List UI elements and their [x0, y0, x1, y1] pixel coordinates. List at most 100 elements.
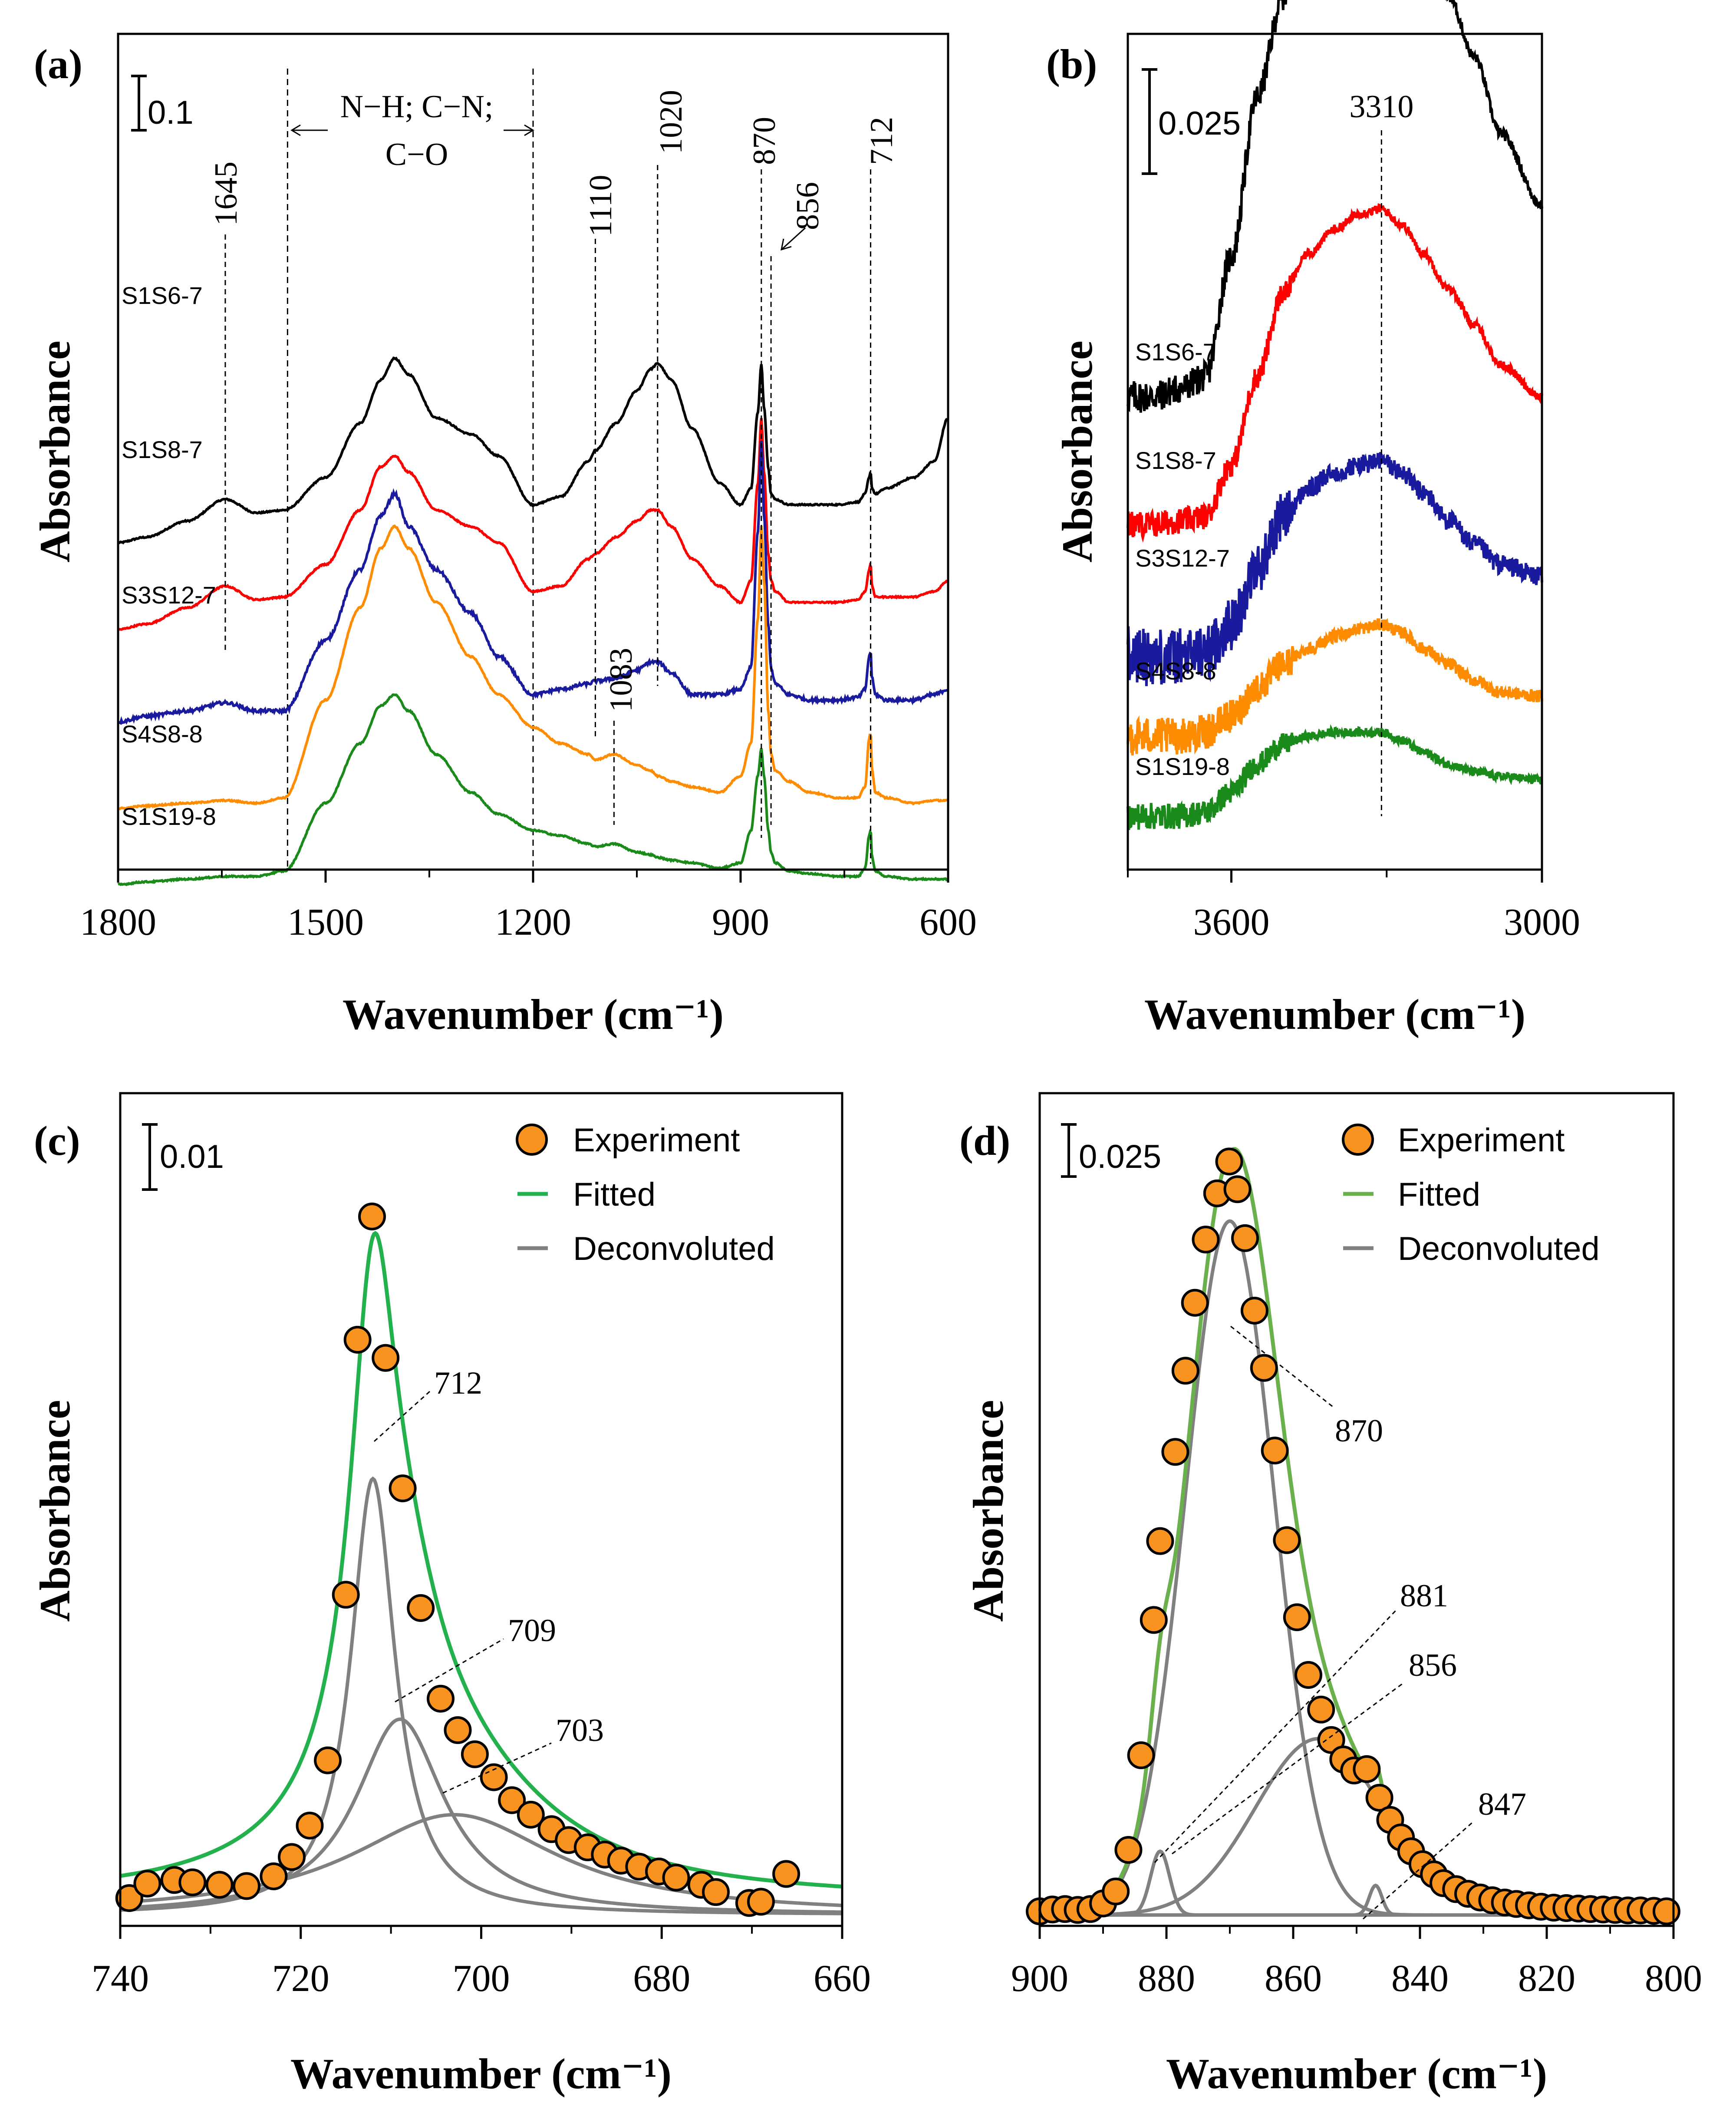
panel-c-y-axis-title: Absorbance: [31, 1400, 79, 1622]
x-tick-label-840: 840: [1391, 1958, 1449, 2000]
x-tick-label-820: 820: [1518, 1958, 1575, 2000]
peak-label-712: 712: [864, 117, 899, 165]
experiment-point: [1240, 1296, 1268, 1325]
legend-experiment-label: Experiment: [1398, 1122, 1565, 1159]
experiment-point: [498, 1786, 526, 1814]
ann-label-709: 709: [508, 1613, 556, 1648]
experiment-point: [1652, 1897, 1680, 1925]
series-line-S3S12-7: [117, 440, 948, 725]
legend-deconvoluted-label: Deconvoluted: [573, 1230, 775, 1267]
peak-label-3310: 3310: [1349, 89, 1413, 125]
panel-a-series-labels: S1S6-7 S1S8-7 S3S12-7 S4S8-8 S1S19-8: [122, 282, 216, 830]
panel-b-x-axis-title: Wavenumber (cm⁻¹): [1144, 990, 1525, 1038]
experiment-point: [314, 1746, 342, 1774]
experiment-point: [1102, 1877, 1130, 1905]
panel-b-scale-bar: 0.025: [1142, 68, 1241, 175]
experiment-point: [427, 1684, 455, 1713]
series-line-S1S8-7: [1127, 203, 1543, 543]
x-tick-label-720: 720: [272, 1958, 329, 2000]
experiment-point: [1192, 1226, 1220, 1254]
experiment-point: [1140, 1606, 1168, 1634]
ann-label-881: 881: [1400, 1578, 1448, 1614]
panel-b-scale-value: 0.025: [1158, 105, 1241, 142]
ann-label-703: 703: [556, 1713, 604, 1748]
panel-b-y-axis-title: Absorbance: [1053, 340, 1101, 562]
experiment-point: [461, 1740, 489, 1768]
experiment-point: [1273, 1526, 1301, 1554]
panel-a: (a) 0.1 N−H; C−N; C−O 1645 1110 1020 870856…: [31, 33, 977, 1038]
panel-a-scale-bar: 0.1: [131, 75, 194, 132]
experiment-point: [296, 1812, 324, 1839]
panel-c-legend: Experiment Fitted Deconvoluted: [516, 1122, 775, 1267]
panel-d-scale-value: 0.025: [1079, 1138, 1161, 1175]
panel-c: (c) 0.01 Experiment Fitted Deconvoluted …: [31, 1092, 871, 2098]
series-label-S1S19-8: S1S19-8: [122, 803, 216, 830]
series-line-S3S12-7: [1127, 452, 1543, 686]
experiment-point: [1353, 1755, 1381, 1783]
panel-d-label: (d): [959, 1117, 1010, 1164]
ann-label-847: 847: [1478, 1787, 1526, 1822]
panel-c-plot-area: [115, 1203, 843, 1917]
peak-label-1020: 1020: [653, 90, 689, 154]
experiment-point: [407, 1594, 435, 1622]
x-tick-label-1500: 1500: [287, 901, 364, 943]
experiment-point: [233, 1872, 260, 1900]
ann-line-881: [1154, 1610, 1397, 1863]
ann-label-712: 712: [434, 1365, 482, 1401]
x-tick-label-700: 700: [453, 1958, 510, 2000]
experiment-point: [1181, 1289, 1209, 1317]
x-tick-label-600: 600: [919, 901, 977, 943]
panel-b-label: (b): [1046, 41, 1097, 87]
x-tick-label-800: 800: [1645, 1958, 1702, 2000]
panel-b-series-labels: S1S6-7 S1S8-7 S3S12-7 S4S8-8 S1S19-8: [1135, 338, 1230, 780]
series-label-S1S6-7: S1S6-7: [1135, 338, 1216, 366]
experiment-point: [480, 1763, 508, 1791]
panel-d-plot-area: [1026, 1147, 1680, 1925]
region-label-line1: N−H; C−N;: [340, 89, 494, 125]
experiment-point: [1161, 1438, 1189, 1466]
experiment-point: [1231, 1224, 1259, 1252]
panel-d-x-axis-title: Wavenumber (cm⁻¹): [1166, 2050, 1547, 2098]
series-line-S1S6-7: [1127, 0, 1543, 413]
panel-d: (d) 0.025 Experiment Fitted Deconvoluted…: [959, 1092, 1702, 2098]
ann-line-847: [1363, 1820, 1474, 1920]
series-line-S4S8-8: [1127, 618, 1543, 756]
panel-c-scale-bar: 0.01: [142, 1123, 224, 1191]
panel-d-y-axis-title: Absorbance: [964, 1400, 1012, 1622]
legend-deconvoluted-label: Deconvoluted: [1398, 1230, 1600, 1267]
experiment-point: [1171, 1357, 1199, 1385]
legend-experiment-marker: [516, 1124, 548, 1156]
x-tick-label-900: 900: [1011, 1958, 1068, 2000]
legend-fitted-label: Fitted: [573, 1176, 656, 1213]
experiment-point: [1215, 1147, 1243, 1176]
peak-label-870: 870: [747, 117, 782, 165]
experiment-point: [1146, 1527, 1174, 1555]
experiment-point: [747, 1888, 775, 1916]
ann-line-870: [1230, 1325, 1333, 1407]
experiment-point: [444, 1716, 472, 1744]
experiment-point: [1365, 1783, 1393, 1812]
series-line-S1S6-7: [117, 356, 949, 545]
series-label-S1S8-7: S1S8-7: [1135, 447, 1216, 474]
x-tick-label-3000: 3000: [1504, 901, 1580, 943]
experiment-point: [1223, 1175, 1252, 1203]
experiment-point: [133, 1869, 161, 1898]
panel-a-plot-area: [117, 69, 949, 887]
experiment-point: [260, 1862, 288, 1890]
region-arrows: [290, 124, 534, 136]
panel-b-plot-area: [1127, 0, 1543, 831]
series-line-S1S19-8: [117, 693, 948, 887]
panel-b-frame: [1127, 33, 1543, 871]
panel-d-x-axis: 900 880 860 840 820 800: [1011, 1926, 1702, 2000]
x-tick-label-860: 860: [1265, 1958, 1322, 2000]
fitted-line: [120, 1231, 843, 1889]
peak-label-1645: 1645: [208, 162, 244, 226]
peak-label-856: 856: [790, 182, 826, 230]
ann-line-709: [395, 1638, 504, 1703]
panel-c-label: (c): [34, 1117, 80, 1164]
panel-a-x-axis: 1800 1500 1200 900 600: [80, 870, 977, 943]
panel-d-scale-bar: 0.025: [1061, 1123, 1161, 1178]
ann-label-870: 870: [1335, 1413, 1383, 1449]
panel-a-scale-value: 0.1: [148, 94, 194, 131]
